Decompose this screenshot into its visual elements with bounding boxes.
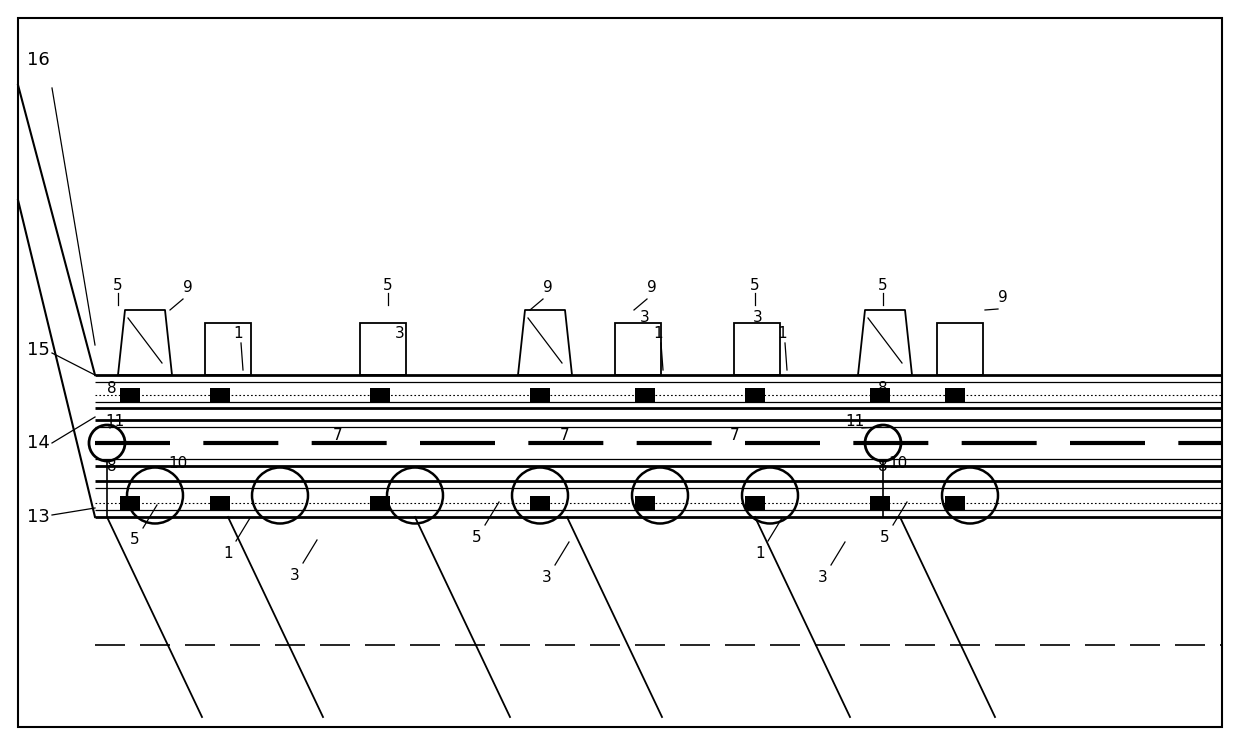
Circle shape: [866, 425, 901, 461]
Text: 5: 5: [878, 277, 888, 293]
Text: 5: 5: [880, 530, 890, 545]
Text: 8: 8: [107, 458, 117, 474]
Text: 1: 1: [653, 326, 663, 340]
Text: 3: 3: [290, 568, 300, 583]
Text: 5: 5: [472, 530, 482, 545]
Bar: [370, 496, 391, 510]
Bar: [745, 388, 765, 402]
Bar: [360, 323, 405, 375]
Text: 1: 1: [223, 545, 233, 560]
Circle shape: [89, 425, 125, 461]
Bar: [937, 323, 983, 375]
Bar: [870, 496, 890, 510]
Text: 9: 9: [543, 279, 553, 294]
Text: 5: 5: [130, 533, 140, 548]
Text: 8: 8: [878, 458, 888, 474]
Text: 10: 10: [888, 455, 908, 471]
Text: 13: 13: [26, 508, 50, 526]
Text: 1: 1: [755, 545, 765, 560]
Text: 10: 10: [169, 455, 187, 471]
Text: 7: 7: [730, 428, 740, 443]
Bar: [529, 388, 551, 402]
Bar: [210, 496, 229, 510]
Text: 8: 8: [878, 381, 888, 396]
Text: 16: 16: [26, 51, 50, 69]
Bar: [945, 496, 965, 510]
Bar: [870, 388, 890, 402]
Bar: [120, 388, 140, 402]
Text: 11: 11: [105, 413, 125, 428]
Text: 3: 3: [818, 569, 828, 585]
Bar: [745, 496, 765, 510]
Bar: [370, 388, 391, 402]
Text: 5: 5: [113, 277, 123, 293]
Bar: [120, 496, 140, 510]
Text: 3: 3: [640, 309, 650, 325]
Bar: [945, 388, 965, 402]
Text: 9: 9: [998, 290, 1008, 305]
Text: 5: 5: [383, 277, 393, 293]
Text: 14: 14: [26, 434, 50, 452]
Bar: [529, 496, 551, 510]
Bar: [210, 388, 229, 402]
Bar: [205, 323, 250, 375]
Text: 9: 9: [647, 279, 657, 294]
Text: 8: 8: [107, 381, 117, 396]
Text: 9: 9: [184, 279, 193, 294]
Text: 1: 1: [233, 326, 243, 340]
Text: 3: 3: [753, 309, 763, 325]
Text: 3: 3: [396, 326, 405, 340]
Bar: [635, 496, 655, 510]
Text: 5: 5: [750, 277, 760, 293]
Bar: [615, 323, 661, 375]
Text: 7: 7: [560, 428, 570, 443]
Text: 1: 1: [777, 326, 787, 340]
Bar: [635, 388, 655, 402]
Text: 11: 11: [846, 413, 864, 428]
Text: 15: 15: [26, 341, 50, 359]
Text: 3: 3: [542, 569, 552, 585]
Text: 7: 7: [334, 428, 342, 443]
Bar: [734, 323, 780, 375]
